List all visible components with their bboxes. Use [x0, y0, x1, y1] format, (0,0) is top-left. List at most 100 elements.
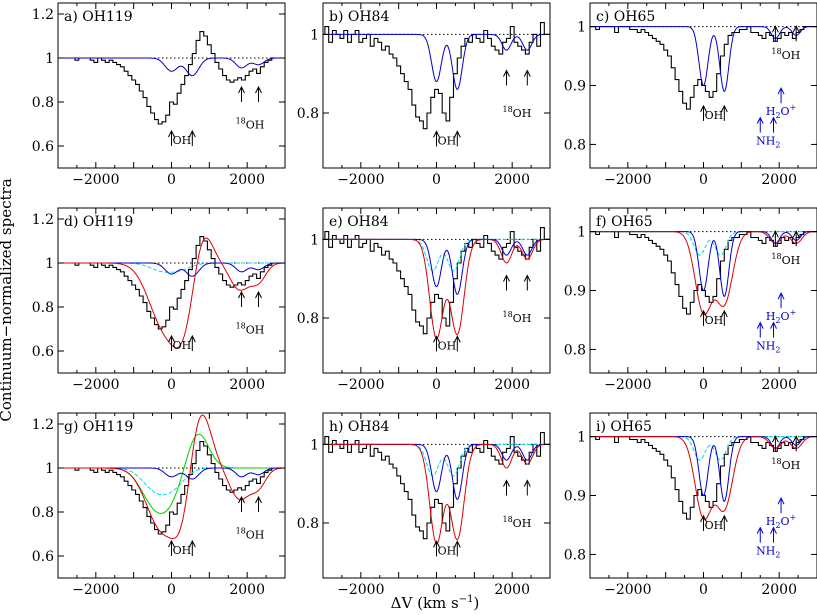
- x-tick-label: −2000: [337, 582, 384, 598]
- o18-superscript: 18: [502, 515, 512, 524]
- x-tick-label: −2000: [337, 377, 384, 393]
- panel-title: b) OH84: [329, 9, 389, 25]
- panel-title: c) OH65: [596, 9, 655, 25]
- oh-arrow-head: [433, 130, 440, 138]
- y-axis-label: Continuum−normalized spectra: [0, 178, 15, 421]
- o18-label: 18OH: [771, 252, 800, 267]
- o18-arrow-head: [503, 274, 510, 282]
- y-tick-label: 0.8: [32, 505, 54, 521]
- o18-label: 18OH: [771, 457, 800, 472]
- h2o-arrow-head: [777, 292, 785, 300]
- model-blue-line: [58, 467, 285, 480]
- y-tick-label: 1: [577, 430, 586, 446]
- nh2-sub: 2: [775, 551, 780, 560]
- observed-spectrum: [590, 436, 817, 520]
- y-tick-label: 0.8: [564, 137, 586, 153]
- o18-arrow-head: [238, 495, 245, 504]
- o18-arrow-head: [255, 290, 262, 299]
- observed-spectrum: [58, 236, 285, 330]
- x-tick-label: 0: [699, 582, 708, 598]
- h2o-sub: 2: [775, 521, 780, 530]
- oh-label: OH: [173, 339, 192, 352]
- plot-area: [58, 414, 285, 539]
- nh2-arrow-2-head: [770, 526, 777, 534]
- model-blue-line: [323, 33, 550, 90]
- h2o-label: H2O+: [766, 513, 796, 530]
- o18-label: 18OH: [236, 116, 265, 131]
- panel-title: g) OH119: [64, 419, 133, 435]
- o18-text: OH: [513, 107, 532, 120]
- h2o-o: O: [781, 515, 790, 528]
- x-tick-label: 0: [167, 582, 176, 598]
- o18-superscript: 18: [236, 116, 246, 125]
- model-cyan-line: [590, 231, 817, 256]
- oh-arrow-head: [453, 130, 461, 138]
- o18-arrow-head: [503, 69, 510, 77]
- x-tick-label: −2000: [72, 377, 119, 393]
- y-tick-label: 0.9: [564, 79, 586, 95]
- observed-spectrum: [58, 441, 285, 535]
- plot-area: [58, 31, 285, 125]
- x-axis-label-exp: −1: [459, 594, 474, 605]
- h2o-h: H: [766, 105, 776, 118]
- panel-title: a) OH119: [64, 9, 133, 25]
- y-tick-label: 0.6: [32, 344, 54, 360]
- y-tick-label: 0.8: [297, 311, 319, 327]
- oh-arrow-head: [700, 514, 707, 523]
- y-tick-label: 0.8: [564, 547, 586, 563]
- x-tick-label: 2000: [494, 172, 530, 188]
- o18-arrow-head: [523, 69, 531, 77]
- y-tick-label: 0.8: [32, 300, 54, 316]
- o18-arrow-head: [792, 435, 800, 443]
- oh-arrow-head: [188, 129, 196, 138]
- nh2-label: NH2: [756, 340, 780, 355]
- y-tick-label: 1: [577, 225, 586, 241]
- x-tick-label: 2000: [229, 172, 265, 188]
- o18-arrow-head: [255, 85, 262, 94]
- h2o-sup: +: [790, 103, 797, 112]
- y-tick-label: 0.9: [564, 284, 586, 300]
- x-tick-label: −2000: [604, 582, 651, 598]
- nh2-arrow-1-head: [756, 321, 764, 329]
- model-cyan-line: [323, 443, 550, 477]
- model-red-line: [590, 436, 817, 521]
- plot-area: [590, 26, 817, 110]
- observed-spectrum: [323, 22, 550, 130]
- y-tick-label: 0.8: [564, 342, 586, 358]
- y-tick-label: 0.6: [32, 139, 54, 155]
- y-tick-label: 1.2: [32, 212, 54, 228]
- nh2-sub: 2: [775, 346, 780, 355]
- model-cyan-line: [323, 238, 550, 272]
- x-tick-label: −2000: [72, 172, 119, 188]
- nh2-label: NH2: [756, 545, 780, 560]
- model-cyan-line: [590, 436, 817, 461]
- oh-label: OH: [438, 339, 457, 352]
- model-blue-line: [590, 26, 817, 92]
- model-red-line: [58, 414, 285, 539]
- x-tick-label: 2000: [494, 582, 530, 598]
- y-tick-label: 1: [310, 232, 319, 248]
- oh-label: OH: [705, 519, 724, 532]
- x-tick-label: −2000: [72, 582, 119, 598]
- h2o-h: H: [766, 310, 776, 323]
- h2o-sup: +: [790, 308, 797, 317]
- oh-arrow-head: [168, 539, 175, 548]
- y-tick-label: 0.9: [564, 489, 586, 505]
- x-tick-label: 0: [167, 172, 176, 188]
- h2o-sub: 2: [775, 316, 780, 325]
- o18-superscript: 18: [502, 310, 512, 319]
- x-axis-label-main: ΔV (km s: [391, 594, 459, 612]
- oh-arrow-head: [453, 335, 461, 343]
- nh2-nh: NH: [756, 340, 775, 353]
- panel-title: d) OH119: [64, 214, 133, 230]
- x-tick-label: 2000: [229, 582, 265, 598]
- oh-arrow-head: [700, 104, 707, 113]
- nh2-arrow-1-head: [756, 526, 764, 534]
- y-tick-label: 1: [45, 51, 54, 67]
- o18-superscript: 18: [236, 321, 246, 330]
